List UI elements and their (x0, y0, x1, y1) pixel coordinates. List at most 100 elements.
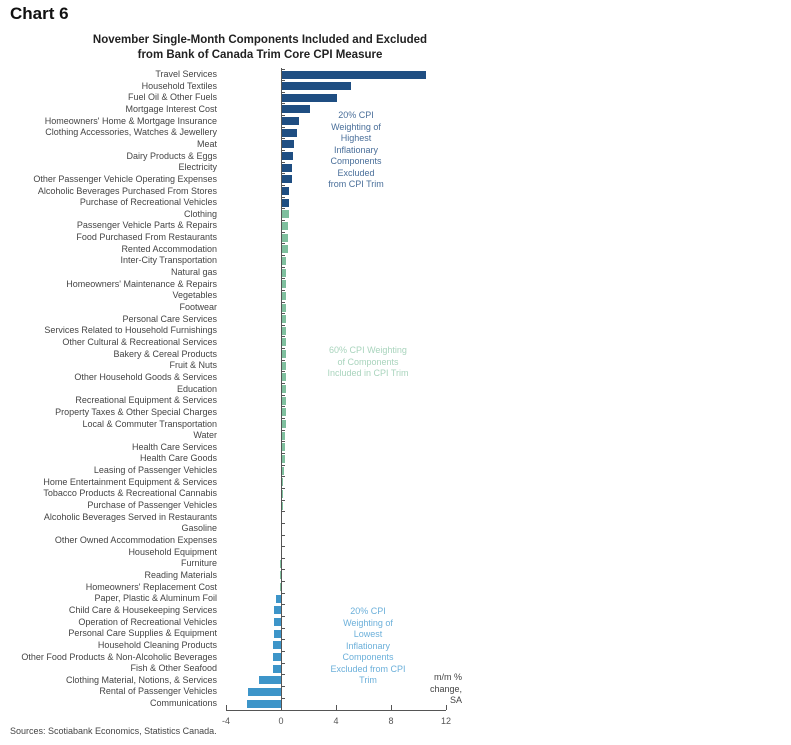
bar (282, 128, 298, 137)
category-label: Mortgage Interest Cost (125, 103, 217, 114)
y-axis-tick (281, 604, 285, 606)
y-axis-tick (281, 185, 285, 186)
category-label: Other Cultural & Recreational Services (62, 336, 217, 347)
bar (282, 373, 287, 382)
category-label: Rented Accommodation (121, 243, 217, 254)
category-label: Travel Services (155, 69, 217, 79)
x-axis-tick-label: 8 (388, 716, 394, 726)
category-label: Recreational Equipment & Services (75, 395, 217, 406)
y-axis-tick (281, 80, 285, 82)
y-axis-tick (281, 581, 285, 583)
bar (282, 163, 292, 172)
bar (279, 571, 281, 580)
category-label: Paper, Plastic & Aluminum Foil (94, 593, 217, 604)
chart-number: Chart 6 (10, 4, 69, 23)
y-axis-tick (281, 616, 285, 618)
y-axis-tick (281, 627, 285, 629)
bar (282, 396, 287, 405)
x-axis-tick-label: 0 (278, 716, 284, 726)
y-axis-tick (281, 150, 285, 152)
y-axis-tick (281, 511, 285, 513)
category-label: Homeowners' Replacement Cost (85, 581, 217, 592)
y-axis-tick (281, 336, 285, 338)
category-label: Education (176, 383, 217, 394)
bar (282, 361, 287, 370)
y-axis-tick (281, 219, 285, 221)
category-label: Passenger Vehicle Parts & Repairs (76, 220, 217, 231)
bar (246, 699, 281, 708)
bar (282, 70, 427, 79)
bar (280, 559, 282, 568)
category-label: Fruit & Nuts (169, 360, 217, 371)
annotation-line: Excluded from CPI (330, 663, 406, 674)
category-label: Footwear (179, 302, 217, 312)
unit-label-line-1: m/m % (434, 672, 462, 682)
bar (282, 466, 285, 475)
category-label: Dairy Products & Eggs (126, 150, 217, 161)
y-axis-tick (281, 115, 285, 117)
category-label: Other Food Products & Non-Alcoholic Beve… (21, 651, 217, 662)
y-axis-tick (281, 289, 285, 291)
y-axis-tick (281, 651, 285, 652)
chart-title-line-1: November Single-Month Components Include… (92, 34, 428, 46)
category-label: Clothing (183, 208, 217, 219)
bar (282, 501, 284, 510)
annotation-line: Components (342, 652, 394, 662)
y-axis-tick (281, 126, 285, 128)
category-label: Leasing of Passenger Vehicles (93, 465, 217, 476)
y-axis-tick (281, 208, 285, 210)
annotation-line: of Components (337, 356, 399, 367)
annotation-highest-excluded: 20% CPI Weighting of Highest Inflationary Co… (318, 110, 394, 191)
category-label: Other Household Goods & Services (74, 371, 217, 382)
y-axis-tick (281, 103, 285, 105)
y-axis-tick (281, 662, 285, 664)
y-axis-tick (281, 476, 285, 478)
bar (282, 268, 287, 277)
y-axis-tick (281, 546, 285, 548)
bar (282, 315, 287, 324)
y-axis-tick (281, 557, 285, 559)
bar (282, 140, 295, 149)
category-label: Purchase of Recreational Vehicles (79, 197, 217, 208)
y-axis-tick (281, 196, 285, 198)
category-label: Alcoholic Beverages Purchased From Store… (37, 185, 217, 196)
source-note: Sources: Scotiabank Economics, Statistic… (10, 726, 217, 736)
y-axis-tick (281, 452, 285, 454)
category-label: Local & Commuter Transportation (82, 418, 217, 429)
bar (279, 583, 281, 592)
y-axis-tick (281, 138, 285, 140)
x-axis-tick-label: 12 (440, 716, 451, 726)
category-label: Tobacco Products & Recreational Cannabis (43, 488, 217, 499)
category-label: Electricity (178, 162, 217, 173)
bar (272, 653, 281, 661)
y-axis-tick (281, 394, 285, 396)
bar (282, 245, 288, 254)
category-label: Household Textiles (141, 80, 217, 91)
y-axis-tick (281, 359, 285, 361)
bar (282, 478, 284, 487)
category-label: Reading Materials (144, 569, 217, 580)
y-axis-tick (281, 231, 285, 233)
y-axis-tick (281, 243, 285, 245)
y-axis-tick (281, 674, 285, 676)
y-axis-tick (281, 173, 285, 175)
y-axis-tick (281, 383, 285, 385)
bar (282, 82, 351, 91)
y-axis-tick (281, 499, 285, 501)
y-axis-tick (281, 371, 285, 373)
category-label: Fuel Oil & Other Fuels (127, 92, 217, 103)
annotation-lowest-excluded: 20% CPI Weighting of Lowest Inflationary Com… (320, 606, 416, 687)
annotation-line: Inflationary (333, 144, 379, 155)
category-label: Property Taxes & Other Special Charges (55, 406, 217, 417)
y-axis-tick (281, 278, 285, 280)
annotation-line: Components (330, 156, 382, 166)
category-label: Alcoholic Beverages Served in Restaurant… (43, 511, 217, 522)
category-label: Health Care Services (131, 441, 217, 452)
bar (282, 350, 287, 359)
y-axis-tick (281, 348, 285, 350)
category-label: Other Owned Accommodation Expenses (54, 535, 217, 545)
y-axis-tick (281, 639, 285, 641)
category-label: Water (193, 430, 217, 441)
category-label: Household Cleaning Products (97, 639, 217, 650)
x-axis-line (226, 710, 446, 711)
